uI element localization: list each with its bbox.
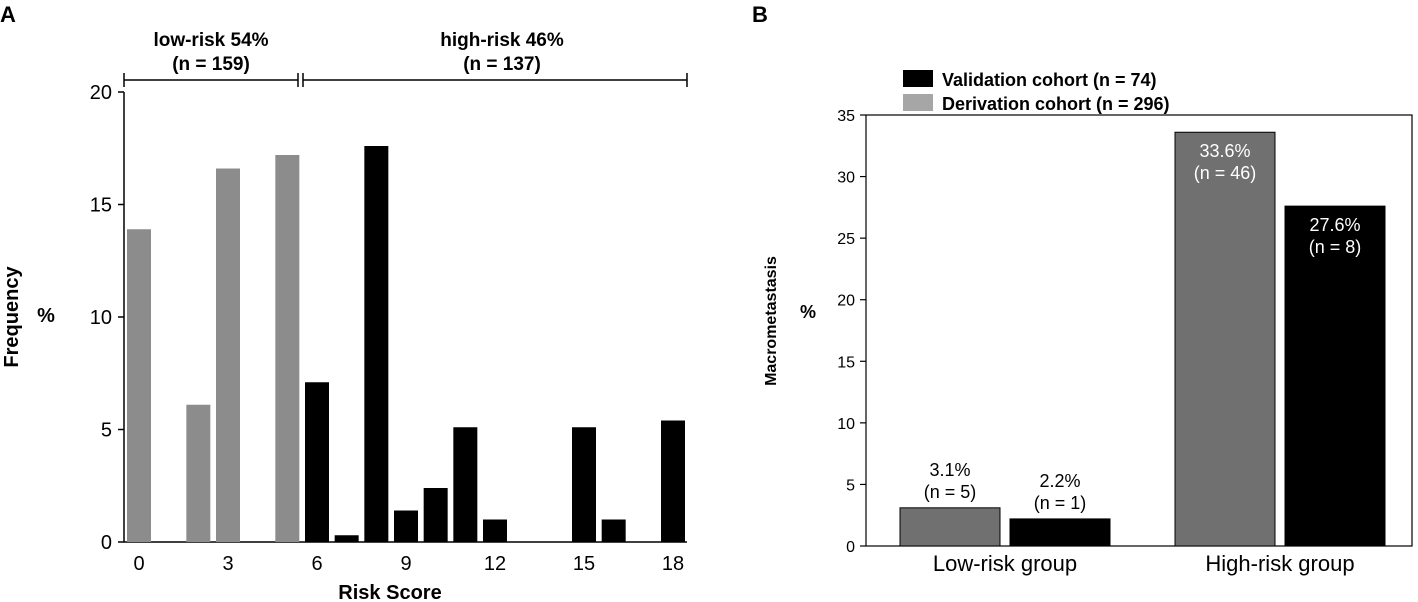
- b-y-axis-title: Macrometastasis: [763, 256, 780, 386]
- group-brackets: [123, 73, 688, 87]
- b-y-tick-label: 35: [837, 108, 855, 125]
- a-bar-high-risk-score-10: [423, 488, 448, 542]
- panel-a: A low-risk 54% (n = 159) high-risk 46% (…: [0, 2, 688, 602]
- a-y-ticks: 0 5 10 15 20: [90, 82, 124, 554]
- a-bar-high-risk-score-7: [334, 535, 359, 542]
- a-bar-low-risk-score-0: [127, 229, 151, 542]
- b-bar-n-label: (n = 1): [1034, 493, 1087, 513]
- a-bar-high-risk-score-15: [572, 427, 596, 542]
- b-plot-frame: [865, 114, 1413, 547]
- b-category-label: Low-risk group: [933, 551, 1077, 576]
- b-bar-derivation-high-risk: [1174, 131, 1276, 547]
- a-bar-high-risk-score-18: [661, 420, 685, 542]
- b-y-axis-unit: %: [800, 302, 816, 322]
- a-x-ticks: 0 3 6 9 12 15 18: [133, 553, 684, 575]
- a-x-tick-label: 3: [222, 553, 233, 575]
- b-bar-n-label: (n = 46): [1194, 163, 1257, 183]
- a-bars: [127, 146, 685, 542]
- b-bar-validation-high-risk: [1284, 205, 1386, 547]
- low-risk-group-label: low-risk 54%: [153, 30, 268, 51]
- b-bar-n-label: (n = 5): [924, 482, 977, 502]
- b-bar-value-label: 33.6%: [1199, 141, 1250, 161]
- b-y-tick-label: 0: [846, 539, 855, 556]
- low-risk-group-n: (n = 159): [172, 54, 250, 75]
- b-category-label: High-risk group: [1205, 551, 1354, 576]
- a-bar-high-risk-score-11: [453, 427, 478, 542]
- b-y-tick-label: 30: [837, 170, 855, 187]
- a-bar-high-risk-score-9: [394, 510, 418, 542]
- panel-b-letter: B: [752, 2, 768, 27]
- high-risk-group-label: high-risk 46%: [440, 30, 564, 51]
- b-bar-validation-low-risk: [1009, 518, 1111, 547]
- a-bar-low-risk-score-3: [216, 168, 240, 542]
- a-bar-low-risk-score-5: [275, 155, 300, 542]
- b-y-tick-label: 5: [846, 477, 855, 494]
- b-bar-derivation-low-risk: [899, 507, 1001, 547]
- a-x-tick-label: 0: [133, 553, 144, 575]
- b-bars: 3.1%(n = 5) 33.6%(n = 46) 2.2%(n = 1) 27.6%…: [899, 131, 1386, 547]
- b-bar-value-label: 27.6%: [1309, 215, 1360, 235]
- a-x-axis-title: Risk Score: [338, 582, 441, 602]
- a-bar-high-risk-score-12: [483, 519, 507, 542]
- legend-swatch-validation: [903, 70, 933, 87]
- a-y-tick-label: 15: [90, 195, 112, 217]
- b-bar-value-label: 3.1%: [929, 460, 970, 480]
- legend-label-derivation: Derivation cohort (n = 296): [942, 94, 1170, 114]
- panel-b: B Validation cohort (n = 74) Derivation …: [752, 2, 1413, 576]
- legend-swatch-derivation: [903, 94, 933, 111]
- b-y-tick-label: 20: [837, 293, 855, 310]
- b-bar-value-label: 2.2%: [1039, 471, 1080, 491]
- a-x-tick-label: 6: [311, 553, 322, 575]
- a-x-tick-label: 18: [662, 553, 684, 575]
- panel-a-letter: A: [0, 2, 16, 27]
- a-x-tick-label: 15: [573, 553, 595, 575]
- a-bar-high-risk-score-16: [601, 519, 626, 542]
- b-y-tick-label: 25: [837, 231, 855, 248]
- a-y-axis-unit: %: [37, 305, 55, 327]
- b-y-tick-label: 15: [837, 354, 855, 371]
- a-bar-low-risk-score-2: [186, 404, 211, 542]
- a-y-tick-label: 20: [90, 82, 112, 104]
- b-y-ticks: 0 5 10 15 20 25 30 35: [837, 108, 866, 556]
- b-y-tick-label: 10: [837, 416, 855, 433]
- a-y-tick-label: 5: [101, 420, 112, 442]
- a-y-axis-title: Frequency: [1, 266, 23, 368]
- a-bar-high-risk-score-6: [305, 382, 329, 542]
- a-x-tick-label: 12: [484, 553, 506, 575]
- b-legend: Validation cohort (n = 74) Derivation co…: [903, 70, 1170, 114]
- a-x-tick-label: 9: [400, 553, 411, 575]
- a-y-tick-label: 10: [90, 307, 112, 329]
- legend-label-validation: Validation cohort (n = 74): [942, 70, 1157, 90]
- a-y-tick-label: 0: [101, 532, 112, 554]
- a-bar-high-risk-score-8: [364, 146, 389, 542]
- high-risk-group-n: (n = 137): [463, 54, 541, 75]
- b-category-labels: Low-risk group High-risk group: [933, 551, 1355, 576]
- b-bar-n-label: (n = 8): [1309, 237, 1362, 257]
